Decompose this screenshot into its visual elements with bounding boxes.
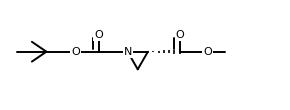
Text: O: O xyxy=(71,47,80,57)
Text: O: O xyxy=(203,47,212,57)
Text: O: O xyxy=(94,30,103,40)
Text: O: O xyxy=(175,30,184,40)
Text: N: N xyxy=(124,47,132,57)
